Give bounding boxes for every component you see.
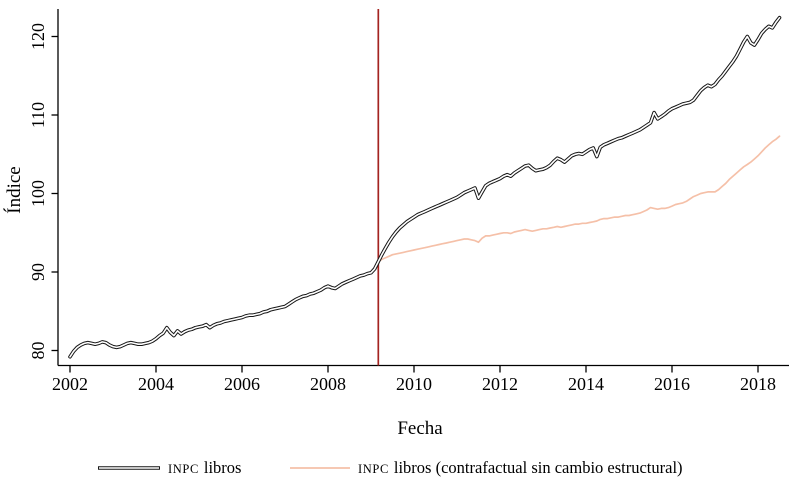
y-tick-label: 80 bbox=[28, 342, 48, 360]
legend-item-inpc-libros: INPC libros bbox=[98, 458, 241, 477]
legend-label-acronym: INPC bbox=[168, 462, 199, 476]
legend-label-counterfactual: INPC libros (contrafactual sin cambio est… bbox=[358, 458, 683, 477]
y-tick-label: 100 bbox=[28, 180, 48, 207]
series-layer bbox=[68, 9, 782, 366]
legend-item-counterfactual: INPC libros (contrafactual sin cambio est… bbox=[290, 458, 683, 477]
series-inpc-libros-inner bbox=[69, 16, 781, 358]
y-tick-label: 120 bbox=[28, 23, 48, 50]
x-tick-label: 2004 bbox=[138, 374, 174, 394]
x-axis-ticks: 2002 2004 2006 2008 2010 2012 2014 2016 2018 bbox=[52, 365, 776, 394]
x-tick-label: 2002 bbox=[52, 374, 88, 394]
legend-label-acronym: INPC bbox=[358, 462, 389, 476]
y-axis-title: Índice bbox=[3, 166, 25, 213]
x-tick-label: 2010 bbox=[396, 374, 432, 394]
series-counterfactual-line bbox=[69, 135, 781, 358]
x-tick-label: 2018 bbox=[740, 374, 776, 394]
y-tick-label: 110 bbox=[28, 102, 48, 128]
legend-label-inpc-libros: INPC libros bbox=[168, 458, 241, 477]
x-tick-label: 2014 bbox=[568, 374, 604, 394]
x-axis-title: Fecha bbox=[397, 418, 443, 439]
x-tick-label: 2008 bbox=[310, 374, 346, 394]
x-tick-label: 2006 bbox=[224, 374, 260, 394]
legend: INPC libros INPC libros (contrafactual sin… bbox=[98, 458, 683, 477]
y-tick-label: 90 bbox=[28, 263, 48, 281]
x-tick-label: 2016 bbox=[654, 374, 690, 394]
legend-label-rest: libros (contrafactual sin cambio estruct… bbox=[394, 458, 683, 477]
x-tick-label: 2012 bbox=[482, 374, 518, 394]
y-axis-ticks: 80 90 100 110 120 bbox=[28, 23, 58, 360]
series-inpc-libros-outer bbox=[68, 15, 782, 359]
legend-label-rest: libros bbox=[204, 458, 242, 477]
